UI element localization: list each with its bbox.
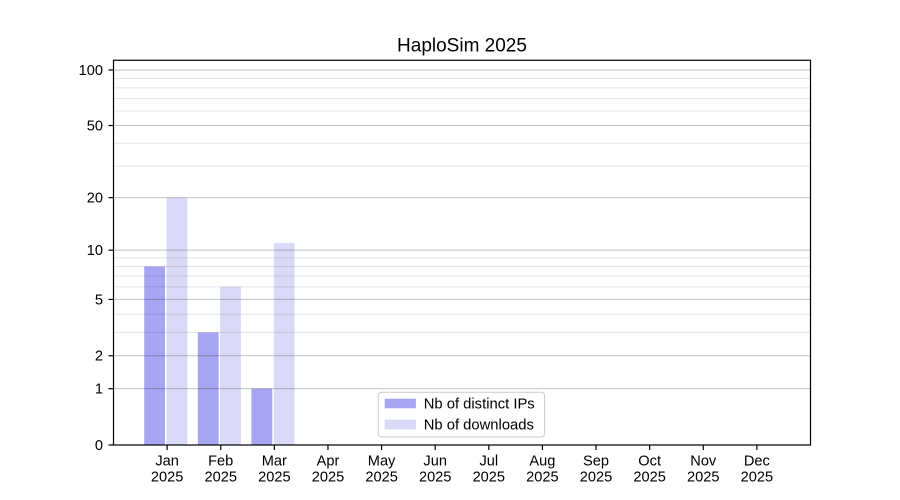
svg-text:0: 0 (95, 438, 103, 454)
svg-text:Feb: Feb (208, 454, 233, 470)
svg-text:Sep: Sep (583, 454, 609, 470)
svg-text:Jun: Jun (423, 454, 447, 470)
svg-text:Mar: Mar (262, 454, 287, 470)
svg-text:2: 2 (95, 349, 103, 365)
svg-text:10: 10 (87, 243, 103, 259)
svg-text:Jan: Jan (155, 454, 179, 470)
svg-text:Dec: Dec (744, 454, 770, 470)
svg-text:1: 1 (95, 382, 103, 398)
svg-text:Nb of downloads: Nb of downloads (424, 418, 534, 434)
svg-text:2025: 2025 (580, 470, 612, 486)
svg-text:2025: 2025 (365, 470, 397, 486)
svg-text:50: 50 (87, 119, 103, 135)
svg-text:100: 100 (79, 63, 103, 79)
svg-text:2025: 2025 (526, 470, 558, 486)
svg-text:2025: 2025 (258, 470, 290, 486)
svg-text:Aug: Aug (529, 454, 555, 470)
svg-text:20: 20 (87, 191, 103, 207)
svg-text:May: May (368, 454, 396, 470)
svg-text:2025: 2025 (633, 470, 665, 486)
svg-text:2025: 2025 (204, 470, 236, 486)
svg-text:2025: 2025 (741, 470, 773, 486)
svg-text:Jul: Jul (479, 454, 498, 470)
svg-text:Apr: Apr (317, 454, 340, 470)
svg-text:2025: 2025 (151, 470, 183, 486)
svg-text:HaploSim 2025: HaploSim 2025 (397, 36, 527, 57)
svg-text:Nov: Nov (690, 454, 717, 470)
svg-text:2025: 2025 (687, 470, 719, 486)
svg-text:2025: 2025 (473, 470, 505, 486)
svg-text:Nb of distinct IPs: Nb of distinct IPs (424, 397, 535, 413)
svg-text:2025: 2025 (312, 470, 344, 486)
svg-text:5: 5 (95, 292, 103, 308)
svg-text:2025: 2025 (419, 470, 451, 486)
svg-text:Oct: Oct (638, 454, 661, 470)
